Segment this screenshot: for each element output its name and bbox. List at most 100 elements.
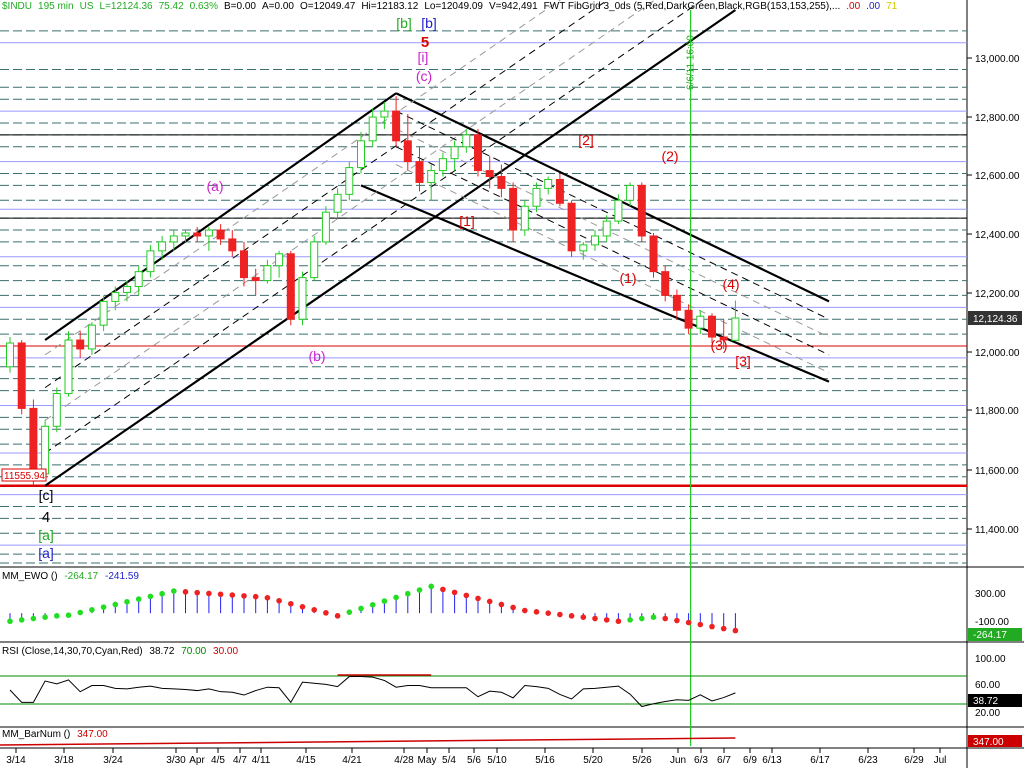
candle-body [228, 238, 237, 252]
wave-label: (a) [206, 178, 223, 194]
candle-body [672, 294, 681, 311]
price-scale-label: 12,600.00 [975, 171, 1020, 182]
x-axis-label: Jun [670, 755, 686, 766]
x-axis-label: Apr [189, 755, 205, 766]
candle-body [193, 232, 202, 237]
candle-body [555, 178, 564, 204]
header-interval: 195 min [38, 1, 74, 12]
candle-body [204, 229, 213, 237]
ewo-dot [369, 601, 376, 608]
candle-body [731, 317, 740, 341]
ewo-dot [65, 612, 72, 618]
header-low: Lo=12049.09 [424, 1, 483, 12]
rsi-line [9, 676, 736, 708]
ewo-title: MM_EWO () [2, 571, 58, 582]
header-symbol: $INDU [2, 1, 33, 12]
candle-body [462, 134, 471, 148]
candle-body [29, 407, 38, 475]
ewo-dot [217, 591, 224, 598]
x-axis-label: 5/16 [535, 755, 555, 766]
ewo-dot [276, 597, 282, 604]
candle-body [181, 232, 190, 237]
trend-line [395, 92, 830, 303]
x-axis-label: 3/24 [103, 755, 123, 766]
candle-body [251, 277, 260, 282]
ewo-dot [124, 598, 130, 605]
candle-body [240, 250, 248, 279]
channel-dash-line [395, 128, 830, 338]
ewo-dot [697, 621, 704, 628]
header-ask: A=0.00 [262, 1, 294, 12]
ewo-dot [615, 618, 622, 625]
x-axis-label: 4/11 [252, 755, 271, 766]
ewo-dot [568, 613, 575, 619]
candle-body [87, 324, 96, 350]
candle-body [719, 336, 728, 341]
rsi-scale-label: 20.00 [975, 708, 1000, 719]
header-high: Hi=12183.12 [361, 1, 419, 12]
vertical-marker-label: 6/6/11 16:00 [686, 35, 697, 90]
channel-dash-line [44, 0, 656, 421]
candle-body [520, 205, 529, 231]
wave-label: (3) [710, 337, 727, 353]
ewo-dot [732, 627, 739, 634]
candle-body [661, 271, 670, 296]
x-axis-label: 6/17 [810, 755, 830, 766]
ewo-dot [475, 595, 481, 602]
ewo-dot [288, 600, 294, 607]
candle-body [368, 116, 377, 142]
candle-body [263, 265, 272, 282]
ewo-dot [18, 617, 25, 623]
ewo-dot [603, 617, 610, 623]
x-axis-label: 5/4 [442, 755, 456, 766]
channel-dash-line [395, 164, 830, 374]
candle-body [614, 199, 623, 222]
ewo-dot [323, 610, 329, 616]
ewo-dot [112, 601, 119, 608]
ewo-dot [522, 607, 528, 614]
price-scale-label: 11,800.00 [975, 406, 1019, 417]
wave-label: [b] [421, 15, 437, 31]
candle-body [415, 161, 424, 183]
candle-body [286, 253, 295, 320]
candle-body [474, 134, 482, 172]
x-axis-label: 4/21 [342, 755, 362, 766]
wave-label: (2) [661, 148, 678, 164]
low-value-text: 11555.94 [4, 471, 45, 482]
ewo-dot [252, 593, 259, 600]
x-axis-label: 5/10 [487, 755, 507, 766]
ewo-dot [639, 615, 645, 622]
candle-body [310, 241, 319, 279]
rsi-upper: 70.00 [181, 646, 207, 657]
candle-body [567, 202, 576, 252]
candle-body [427, 170, 436, 183]
ewo-dot [54, 613, 60, 619]
rsi-panel-label: RSI (Close,14,30,70,Cyan,Red) 38.72 70.0… [2, 646, 238, 657]
ewo-dot [685, 619, 692, 626]
ewo-dot [42, 614, 48, 620]
wave-label: [c] [39, 487, 54, 503]
ewo-dot [720, 625, 727, 632]
wave-label: [2] [578, 132, 594, 148]
ewo-dot [440, 586, 446, 593]
candle-body [333, 193, 342, 213]
wave-label: [3] [735, 353, 751, 369]
current-price-label: 12,124.36 [973, 314, 1018, 325]
ewo-current-label: -264.17 [973, 630, 1007, 641]
ewo-dot [171, 588, 177, 594]
ewo-dot [405, 590, 411, 597]
candle-body [275, 253, 284, 267]
candle-body [497, 176, 506, 189]
barnum-current-box [968, 735, 1022, 747]
x-axis-label: Jul [934, 755, 947, 766]
ewo-dot [147, 593, 154, 600]
rsi-current-label: 38.72 [973, 696, 998, 707]
header-last: L=12124.36 [99, 1, 153, 12]
ewo-current-box [968, 628, 1022, 641]
candle-body [403, 140, 412, 163]
barnum-current-label: 347.00 [973, 737, 1004, 748]
x-axis-label: 3/14 [6, 755, 26, 766]
ewo-dot [510, 604, 516, 611]
barnum-title: MM_BarNum () [2, 729, 71, 740]
